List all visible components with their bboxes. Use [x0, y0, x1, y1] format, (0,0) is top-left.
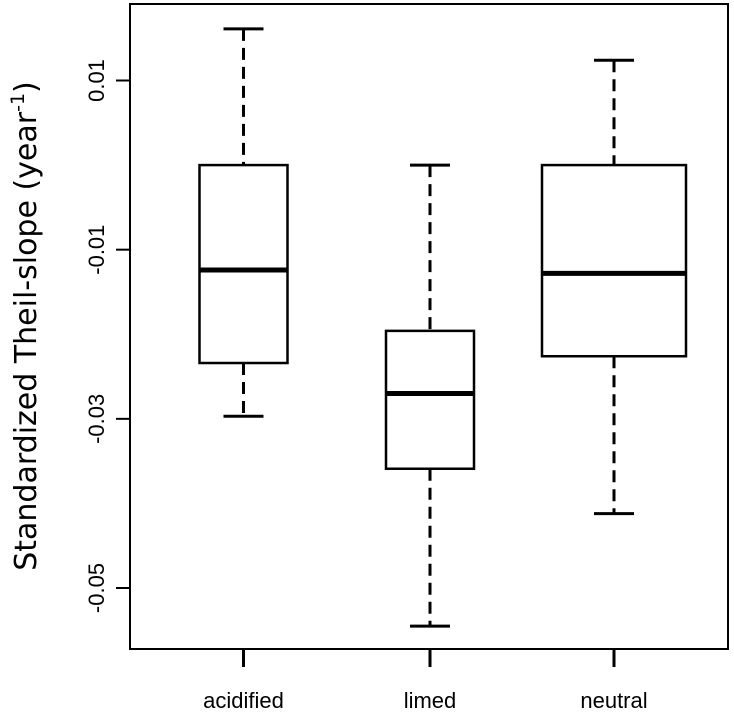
x-tick-label: acidified — [203, 688, 284, 713]
box-neutral — [540, 58, 688, 516]
y-axis-title-close: ) — [9, 81, 44, 93]
y-axis-title-superscript: -1 — [7, 93, 29, 112]
y-axis: 0.01 -0.01 -0.03 -0.05 — [84, 59, 130, 613]
iqr-box — [384, 329, 476, 470]
y-tick-label: -0.05 — [84, 563, 109, 613]
box-acidified — [198, 27, 289, 418]
y-axis-title-main: Standardized Theil-slope (year — [9, 111, 44, 571]
iqr-box — [540, 163, 688, 358]
y-tick-label: -0.01 — [84, 225, 109, 275]
x-axis: acidified limed neutral — [203, 649, 648, 713]
y-tick-label: -0.03 — [84, 394, 109, 444]
y-tick-label: 0.01 — [84, 59, 109, 102]
x-tick-label: neutral — [580, 688, 647, 713]
boxes-group — [198, 27, 688, 628]
y-axis-title: Standardized Theil-slope (year-1) — [7, 81, 44, 571]
x-tick-label: limed — [404, 688, 457, 713]
box-limed — [384, 163, 476, 628]
iqr-box — [198, 163, 289, 365]
